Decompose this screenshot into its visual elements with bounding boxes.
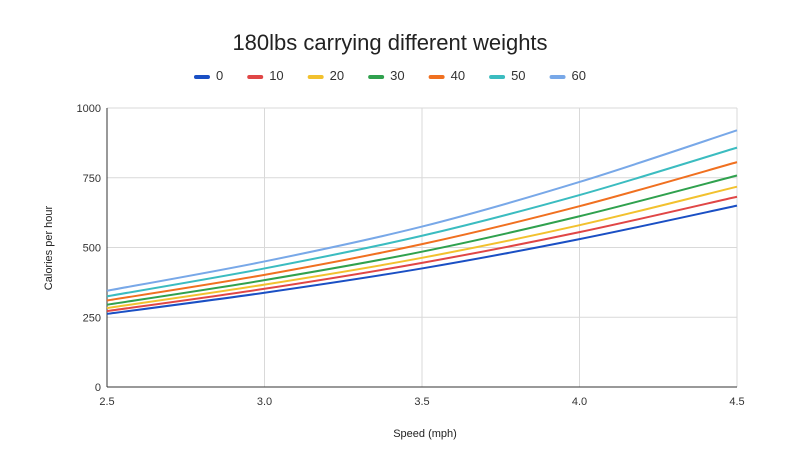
series-line-0 <box>106 204 738 315</box>
series-line-30 <box>106 174 738 306</box>
x-tick-label: 2.5 <box>99 396 114 408</box>
y-axis-label: Calories per hour <box>43 205 55 290</box>
axes <box>106 108 737 388</box>
legend-item-60: 60 <box>549 68 586 83</box>
legend-label: 20 <box>330 68 344 83</box>
series-line-10 <box>106 195 738 313</box>
x-tick-label: 4.5 <box>729 396 744 408</box>
series-line-60 <box>106 129 738 292</box>
series-line-20 <box>106 185 738 310</box>
y-tick-label: 0 <box>95 382 101 394</box>
legend-item-40: 40 <box>428 68 465 83</box>
legend-label: 60 <box>572 68 586 83</box>
y-tick-label: 250 <box>83 312 101 324</box>
x-axis-label: Speed (mph) <box>393 428 457 440</box>
legend-label: 30 <box>390 68 404 83</box>
legend-item-30: 30 <box>368 68 405 83</box>
legend: 0 10 20 30 40 50 60 <box>193 68 586 83</box>
x-tick-label: 4.0 <box>572 396 587 408</box>
legend-swatch <box>307 75 324 79</box>
legend-swatch <box>247 75 264 79</box>
legend-label: 40 <box>451 68 465 83</box>
series-line-50 <box>106 146 738 298</box>
legend-item-10: 10 <box>247 68 284 83</box>
legend-swatch <box>489 75 506 79</box>
legend-label: 0 <box>216 68 223 83</box>
legend-item-0: 0 <box>193 68 223 83</box>
y-tick-label: 750 <box>83 173 101 185</box>
legend-item-50: 50 <box>489 68 526 83</box>
chart-title: 180lbs carrying different weights <box>232 30 547 55</box>
legend-swatch <box>549 75 566 79</box>
x-tick-label: 3.5 <box>414 396 429 408</box>
legend-label: 50 <box>511 68 525 83</box>
y-tick-label: 500 <box>83 243 101 255</box>
legend-item-20: 20 <box>307 68 344 83</box>
x-tick-label: 3.0 <box>257 396 272 408</box>
legend-swatch <box>193 75 210 79</box>
y-tick-label: 1000 <box>77 103 101 115</box>
tick-labels: 0 250 500 750 1000 2.5 3.0 3.5 4.0 4.5 <box>77 103 745 408</box>
legend-swatch <box>368 75 385 79</box>
series-line-40 <box>106 161 738 302</box>
series-lines <box>106 129 738 315</box>
legend-swatch <box>428 75 445 79</box>
legend-label: 10 <box>269 68 283 83</box>
gridlines <box>107 107 738 387</box>
